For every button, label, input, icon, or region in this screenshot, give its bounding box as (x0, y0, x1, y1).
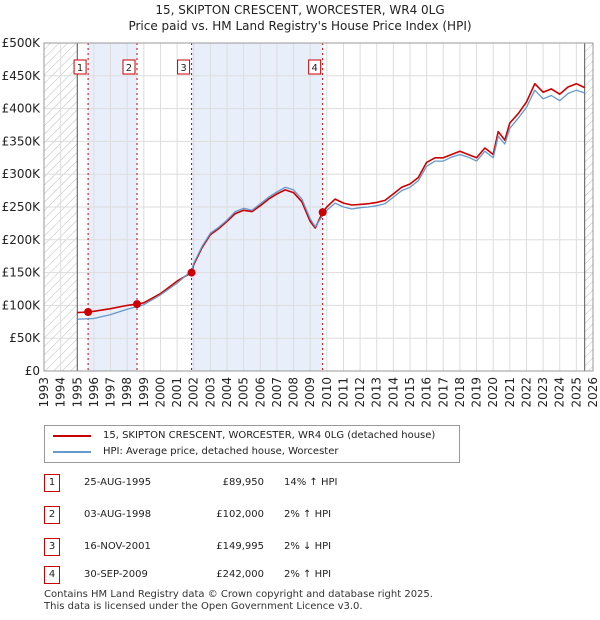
x-tick-label: 2008 (287, 377, 301, 408)
y-tick-label: £150K (2, 266, 42, 280)
legend-label-hpi: HPI: Average price, detached house, Worc… (103, 446, 339, 457)
x-tick-label: 1994 (54, 377, 68, 408)
x-tick-label: 1997 (104, 377, 118, 408)
sale-number-badge: 1 (44, 474, 60, 492)
legend-item-property: 15, SKIPTON CRESCENT, WORCESTER, WR4 0LG… (53, 429, 435, 443)
sale-number-badge: 4 (44, 566, 60, 584)
chart-title: 15, SKIPTON CRESCENT, WORCESTER, WR4 0LG (155, 3, 445, 17)
x-tick-label: 2018 (453, 377, 467, 408)
y-tick-label: £350K (2, 134, 42, 148)
sale-hpi-diff: 2% ↑ HPI (284, 509, 332, 520)
y-tick-label: £0 (25, 364, 40, 378)
sale-label-box (122, 59, 136, 75)
x-tick-label: 2002 (187, 377, 201, 408)
sale-label-box (177, 59, 191, 75)
plot-border (43, 42, 594, 372)
chart: 1 2 3 4 £0 £50K £100K £150K £200K £250K £300K £350… (2, 36, 600, 408)
sale-date: 30-SEP-2009 (84, 569, 148, 580)
sale-price: £89,950 (222, 477, 264, 488)
sale-date: 25-AUG-1995 (84, 477, 152, 488)
legend-swatch-property (53, 435, 91, 437)
sale-label: 4 (311, 63, 317, 74)
x-tick-label: 2020 (486, 377, 500, 408)
y-tick-label: £300K (2, 167, 42, 181)
x-tick-label: 2000 (153, 377, 167, 408)
legend-label-property: 15, SKIPTON CRESCENT, WORCESTER, WR4 0LG… (103, 430, 436, 441)
sale-hpi-diff: 2% ↑ HPI (284, 569, 332, 580)
sale-label: 1 (77, 63, 83, 74)
x-tick-label: 2021 (503, 377, 517, 408)
x-tick-label: 2023 (536, 377, 550, 408)
sale-label-box (73, 59, 87, 75)
sale-row: 4 30-SEP-2009 £242,000 2% ↑ HPI (44, 566, 464, 586)
x-tick-label: 2025 (569, 377, 583, 408)
legend: 15, SKIPTON CRESCENT, WORCESTER, WR4 0LG… (44, 425, 460, 463)
x-tick-label: 2011 (336, 377, 350, 408)
footer: Contains HM Land Registry data © Crown c… (44, 589, 433, 613)
x-tick-label: 2001 (170, 377, 184, 408)
sale-hpi-diff: 2% ↓ HPI (284, 541, 332, 552)
x-tick-label: 2014 (386, 377, 400, 408)
x-tick-label: 2005 (237, 377, 251, 408)
y-tick-label: £50K (9, 331, 41, 345)
x-tick-label: 2012 (353, 377, 367, 408)
legend-swatch-hpi (53, 451, 91, 453)
x-tick-label: 2017 (436, 377, 450, 408)
footer-copyright: Contains HM Land Registry data © Crown c… (44, 589, 433, 600)
y-tick-label: £450K (2, 69, 42, 83)
x-tick-label: 2007 (270, 377, 284, 408)
sale-number-badge: 3 (44, 538, 60, 556)
sale-row: 1 25-AUG-1995 £89,950 14% ↑ HPI (44, 474, 464, 494)
sale-date: 03-AUG-1998 (84, 509, 152, 520)
x-tick-label: 2010 (320, 377, 334, 408)
x-tick-label: 1999 (137, 377, 151, 408)
sale-point (318, 208, 327, 217)
series-line-hpi (77, 89, 585, 320)
x-tick-label: 2024 (553, 377, 567, 408)
x-tick-label: 2022 (519, 377, 533, 408)
sale-point (187, 268, 196, 277)
sale-hpi-diff: 14% ↑ HPI (284, 477, 338, 488)
sale-point (132, 300, 141, 309)
chart-subtitle: Price paid vs. HM Land Registry's House … (128, 19, 472, 33)
sale-price: £242,000 (216, 569, 264, 580)
sale-price: £102,000 (216, 509, 264, 520)
sale-label: 2 (126, 63, 132, 74)
sale-price: £149,995 (216, 541, 264, 552)
x-tick-label: 2003 (203, 377, 217, 408)
footer-licence: This data is licensed under the Open Gov… (44, 601, 363, 612)
sale-row: 2 03-AUG-1998 £102,000 2% ↑ HPI (44, 506, 464, 526)
sale-date: 16-NOV-2001 (84, 541, 151, 552)
x-tick-label: 1998 (120, 377, 134, 408)
sale-label: 3 (180, 63, 186, 74)
y-tick-label: £500K (2, 36, 42, 50)
y-tick-label: £250K (2, 200, 42, 214)
sale-number-badge: 2 (44, 506, 60, 524)
x-tick-label: 2019 (470, 377, 484, 408)
x-tick-label: 1995 (70, 377, 84, 408)
x-tick-label: 2006 (253, 377, 267, 408)
y-tick-label: £200K (2, 233, 42, 247)
x-tick-label: 1993 (37, 377, 51, 408)
y-tick-label: £100K (2, 298, 42, 312)
sale-row: 3 16-NOV-2001 £149,995 2% ↓ HPI (44, 538, 464, 558)
x-tick-label: 2004 (220, 377, 234, 408)
x-tick-label: 2009 (303, 377, 317, 408)
x-tick-label: 2015 (403, 377, 417, 408)
x-tick-label: 2016 (420, 377, 434, 408)
y-tick-label: £400K (2, 102, 42, 116)
sale-point (84, 307, 93, 316)
legend-item-hpi: HPI: Average price, detached house, Worc… (53, 445, 338, 459)
x-tick-label: 1996 (87, 377, 101, 408)
x-tick-label: 2013 (370, 377, 384, 408)
sale-label-box (308, 59, 322, 75)
x-tick-label: 2026 (586, 377, 600, 408)
